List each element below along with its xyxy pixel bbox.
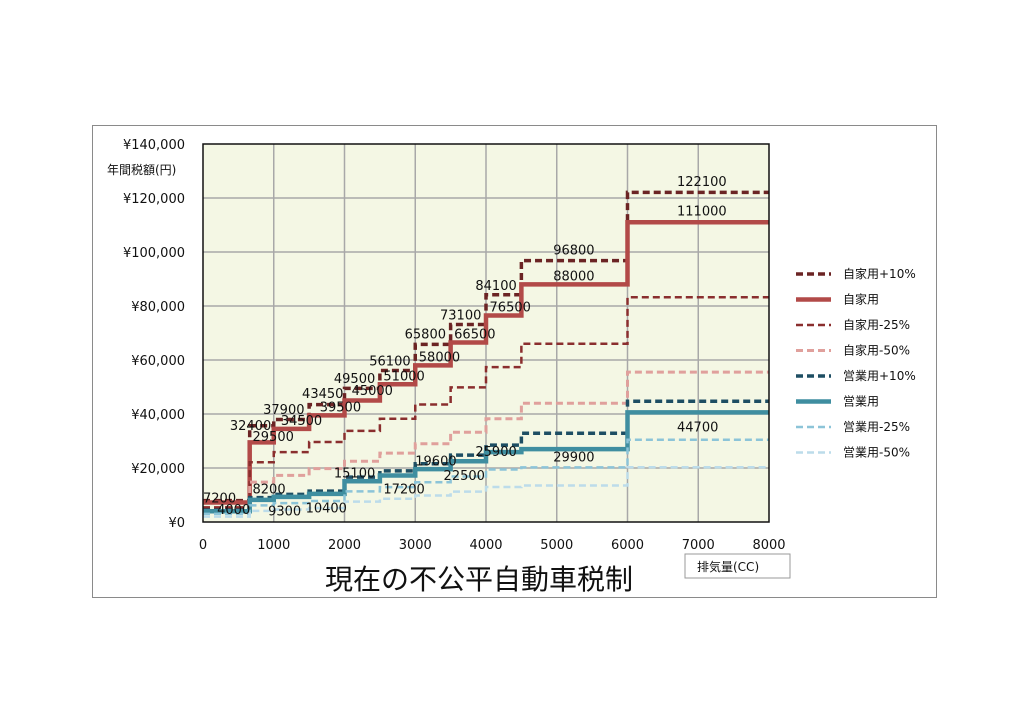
series-line (203, 220, 769, 505)
data-label: 37900 (263, 403, 304, 418)
data-label: 22500 (444, 469, 485, 484)
plot-border (202, 143, 770, 523)
data-label: 73100 (440, 309, 481, 324)
series-line (203, 465, 769, 518)
data-label: 96800 (553, 244, 594, 259)
data-label: 58000 (419, 350, 460, 365)
data-label: 10400 (306, 502, 347, 517)
legend-label: 営業用 (843, 395, 879, 409)
data-label: 4000 (217, 503, 250, 518)
data-label: 7200 (203, 492, 236, 507)
data-label: 45000 (352, 384, 393, 399)
axes: 0 1000 2000 3000 4000 5000 6000 7000 8000 ¥0 ¥20,0… (123, 138, 786, 553)
data-label: 32400 (230, 419, 271, 434)
x-tick-label: 1000 (257, 538, 290, 553)
legend-label: 営業用-50% (843, 446, 910, 460)
data-label: 34500 (281, 414, 322, 429)
chart-title: 現在の不公平自動車税制 (325, 563, 633, 596)
y-tick-label: ¥40,000 (131, 408, 185, 423)
y-tick-label: ¥60,000 (131, 354, 185, 369)
y-axis-label: 年間税額(円) (107, 163, 176, 177)
data-label: 51000 (383, 369, 424, 384)
data-label: 56100 (369, 354, 410, 369)
data-label: 84100 (475, 279, 516, 294)
x-tick-label: 4000 (469, 538, 502, 553)
series-line (203, 370, 769, 514)
data-label: 39500 (320, 400, 361, 415)
x-tick-label: 6000 (611, 538, 644, 553)
legend-label: 営業用+10% (843, 369, 916, 383)
series-lines (203, 190, 769, 518)
legend-label: 自家用-50% (843, 343, 910, 358)
data-label: 9300 (268, 504, 301, 519)
data-label: 19600 (415, 454, 456, 469)
data-label: 111000 (677, 205, 727, 220)
data-label: 29500 (253, 430, 294, 445)
x-axis-label-box (684, 553, 791, 579)
legend-label: 自家用+10% (843, 266, 916, 281)
data-label: 88000 (553, 269, 594, 284)
x-tick-label: 5000 (540, 538, 573, 553)
data-label: 44700 (677, 421, 718, 436)
x-tick-label: 2000 (328, 538, 361, 553)
data-label: 122100 (677, 175, 727, 190)
x-tick-label: 7000 (682, 538, 715, 553)
data-label: 65800 (405, 327, 446, 342)
x-tick-label: 3000 (399, 538, 432, 553)
y-tick-label: ¥120,000 (123, 192, 185, 207)
data-label: 15100 (334, 466, 375, 481)
x-tick-label: 8000 (752, 538, 785, 553)
x-axis-label: 排気量(CC) (697, 559, 759, 574)
data-label: 43450 (302, 387, 343, 402)
data-label: 29900 (553, 450, 594, 465)
y-tick-label: ¥20,000 (131, 462, 185, 477)
data-label: 17200 (383, 483, 424, 498)
y-tick-label: ¥0 (168, 516, 185, 531)
data-label: 25900 (475, 445, 516, 460)
y-tick-label: ¥140,000 (123, 138, 185, 153)
data-label: 76500 (490, 300, 531, 315)
series-line (203, 438, 769, 516)
series-line (203, 410, 769, 514)
legend-label: 自家用-25% (843, 317, 910, 332)
data-label: 66500 (454, 327, 495, 342)
y-tick-label: ¥80,000 (131, 300, 185, 315)
x-tick-label: 0 (199, 538, 207, 553)
data-label: 49500 (334, 372, 375, 387)
y-tick-label: ¥100,000 (123, 246, 185, 261)
legend-label: 営業用-25% (843, 420, 910, 434)
series-line (203, 190, 769, 503)
chart-svg: 0 1000 2000 3000 4000 5000 6000 7000 8000 ¥0 ¥20,0… (107, 138, 916, 596)
data-label: 8200 (253, 483, 286, 498)
chart-frame: 0 1000 2000 3000 4000 5000 6000 7000 8000 ¥0 ¥20,0… (92, 125, 937, 598)
legend-label: 自家用 (843, 292, 879, 307)
